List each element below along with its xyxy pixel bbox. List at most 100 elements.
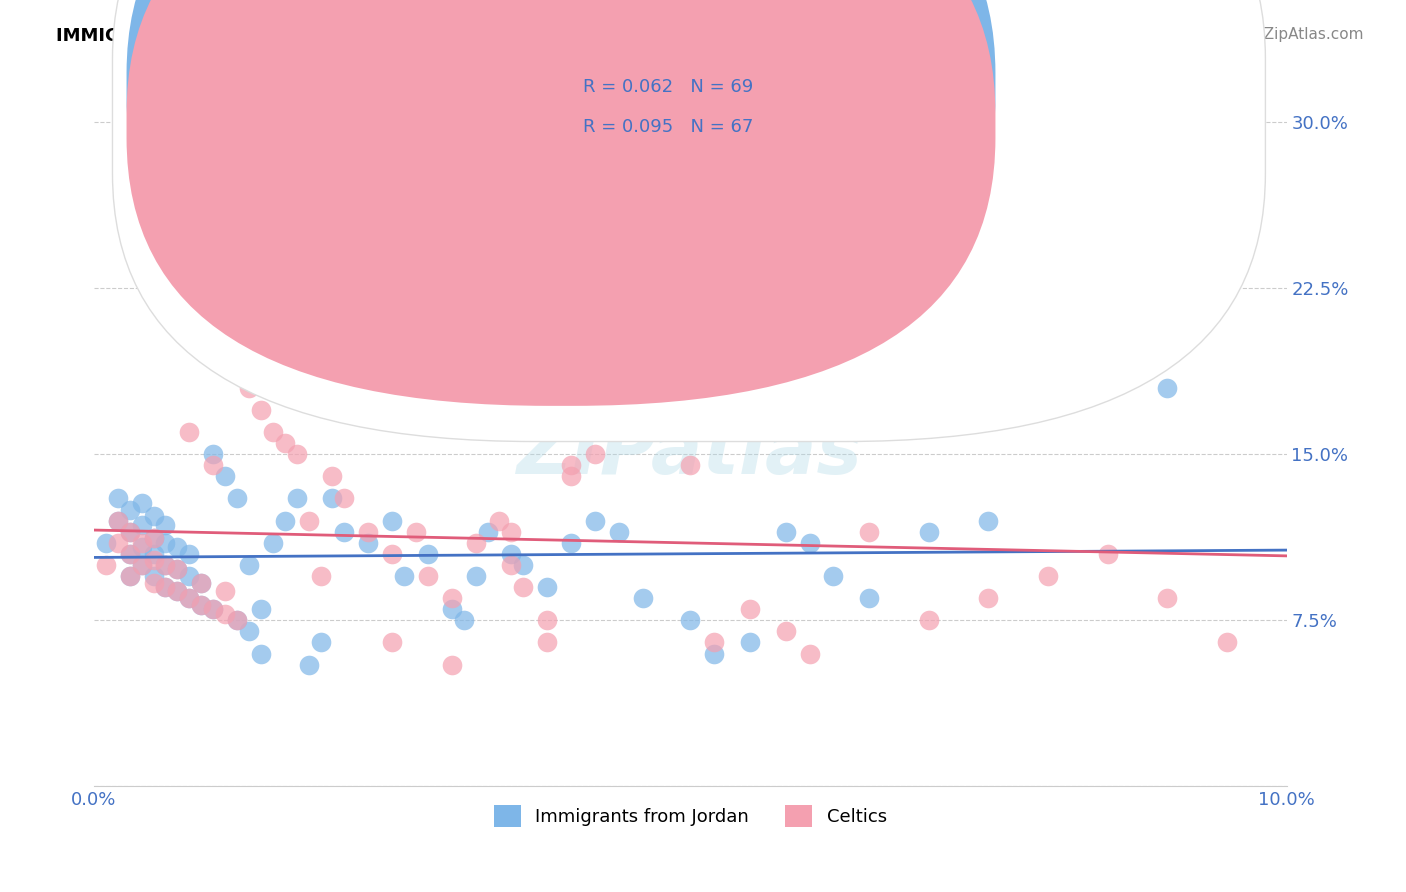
Point	[274, 514, 297, 528]
Point	[107, 535, 129, 549]
Point	[142, 509, 165, 524]
Point	[655, 414, 678, 428]
Point	[118, 569, 141, 583]
Point	[142, 547, 165, 561]
Point	[977, 514, 1000, 528]
Point	[321, 469, 343, 483]
Text: IMMIGRANTS FROM JORDAN VS CELTIC SENIORS POVERTY OVER THE AGE OF 65 CORRELATION : IMMIGRANTS FROM JORDAN VS CELTIC SENIORS…	[56, 27, 1080, 45]
Point	[560, 535, 582, 549]
Point	[202, 447, 225, 461]
Point	[238, 558, 260, 572]
Point	[179, 425, 201, 439]
Point	[607, 524, 630, 539]
Point	[155, 535, 177, 549]
Point	[118, 569, 141, 583]
Point	[1216, 635, 1239, 649]
Point	[94, 535, 117, 549]
Point	[703, 647, 725, 661]
Point	[453, 613, 475, 627]
Text: R = 0.095   N = 67: R = 0.095 N = 67	[583, 118, 754, 136]
Point	[166, 540, 188, 554]
Point	[262, 535, 284, 549]
Point	[501, 547, 523, 561]
Point	[1156, 591, 1178, 606]
Point	[583, 447, 606, 461]
Point	[381, 547, 404, 561]
Point	[679, 613, 702, 627]
Point	[333, 491, 356, 506]
Point	[823, 569, 845, 583]
Point	[142, 569, 165, 583]
Point	[416, 569, 439, 583]
Point	[142, 575, 165, 590]
Point	[274, 436, 297, 450]
Point	[118, 547, 141, 561]
Point	[775, 524, 797, 539]
Point	[536, 635, 558, 649]
Point	[357, 535, 380, 549]
Point	[405, 524, 427, 539]
Point	[738, 602, 761, 616]
Point	[107, 491, 129, 506]
Point	[738, 635, 761, 649]
Point	[285, 447, 308, 461]
Point	[202, 458, 225, 473]
Point	[560, 458, 582, 473]
Point	[166, 584, 188, 599]
Point	[679, 458, 702, 473]
Point	[1156, 381, 1178, 395]
Point	[799, 647, 821, 661]
Point	[179, 569, 201, 583]
Point	[703, 635, 725, 649]
Point	[131, 540, 153, 554]
Point	[155, 558, 177, 572]
Point	[464, 569, 486, 583]
Point	[131, 518, 153, 533]
Point	[858, 524, 880, 539]
Point	[321, 491, 343, 506]
Point	[226, 491, 249, 506]
Point	[214, 607, 236, 621]
Point	[1036, 569, 1059, 583]
Point	[775, 624, 797, 639]
Point	[440, 591, 463, 606]
Point	[918, 524, 941, 539]
Point	[501, 524, 523, 539]
Point	[155, 518, 177, 533]
Point	[142, 531, 165, 545]
Point	[799, 535, 821, 549]
Point	[250, 647, 273, 661]
Point	[392, 569, 415, 583]
Point	[214, 584, 236, 599]
Point	[440, 657, 463, 672]
Point	[583, 514, 606, 528]
Point	[166, 562, 188, 576]
Point	[416, 547, 439, 561]
Point	[94, 558, 117, 572]
Point	[1097, 547, 1119, 561]
Point	[155, 580, 177, 594]
Point	[357, 524, 380, 539]
Point	[381, 635, 404, 649]
Point	[190, 598, 212, 612]
Point	[309, 635, 332, 649]
Point	[536, 613, 558, 627]
Point	[512, 558, 534, 572]
Point	[179, 547, 201, 561]
Point	[226, 613, 249, 627]
Point	[179, 591, 201, 606]
Point	[118, 502, 141, 516]
Point	[118, 524, 141, 539]
Point	[202, 602, 225, 616]
Point	[238, 624, 260, 639]
Point	[858, 591, 880, 606]
Text: Source: ZipAtlas.com: Source: ZipAtlas.com	[1201, 27, 1364, 42]
Point	[333, 524, 356, 539]
Point	[142, 531, 165, 545]
Point	[477, 524, 499, 539]
Point	[631, 591, 654, 606]
Point	[250, 602, 273, 616]
Point	[107, 514, 129, 528]
Point	[250, 402, 273, 417]
Point	[142, 553, 165, 567]
